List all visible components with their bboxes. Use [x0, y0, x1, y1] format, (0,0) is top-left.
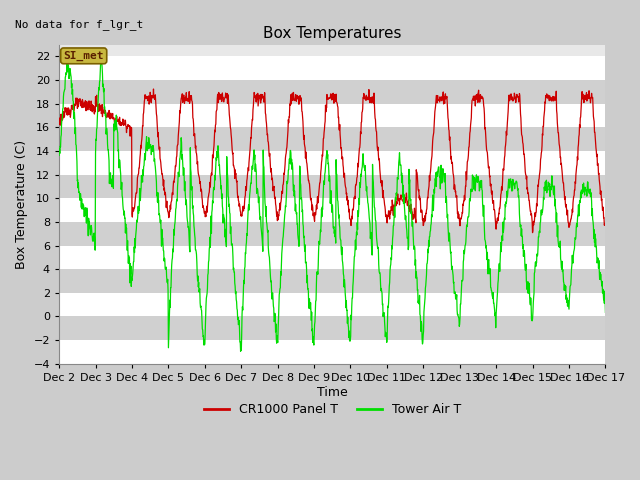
- Bar: [59, 269, 605, 293]
- Bar: [59, 293, 605, 316]
- Legend: CR1000 Panel T, Tower Air T: CR1000 Panel T, Tower Air T: [199, 398, 466, 421]
- X-axis label: Time: Time: [317, 385, 348, 398]
- Title: Box Temperatures: Box Temperatures: [263, 25, 401, 41]
- Bar: [59, 246, 605, 269]
- Bar: [59, 80, 605, 104]
- Text: SI_met: SI_met: [63, 51, 104, 61]
- Text: No data for f_lgr_t: No data for f_lgr_t: [15, 19, 143, 30]
- Bar: [59, 198, 605, 222]
- Y-axis label: Box Temperature (C): Box Temperature (C): [15, 140, 28, 269]
- Bar: [59, 316, 605, 340]
- Bar: [59, 127, 605, 151]
- Bar: [59, 104, 605, 127]
- Bar: [59, 175, 605, 198]
- Bar: [59, 151, 605, 175]
- Bar: [59, 340, 605, 364]
- Bar: [59, 222, 605, 246]
- Bar: [59, 56, 605, 80]
